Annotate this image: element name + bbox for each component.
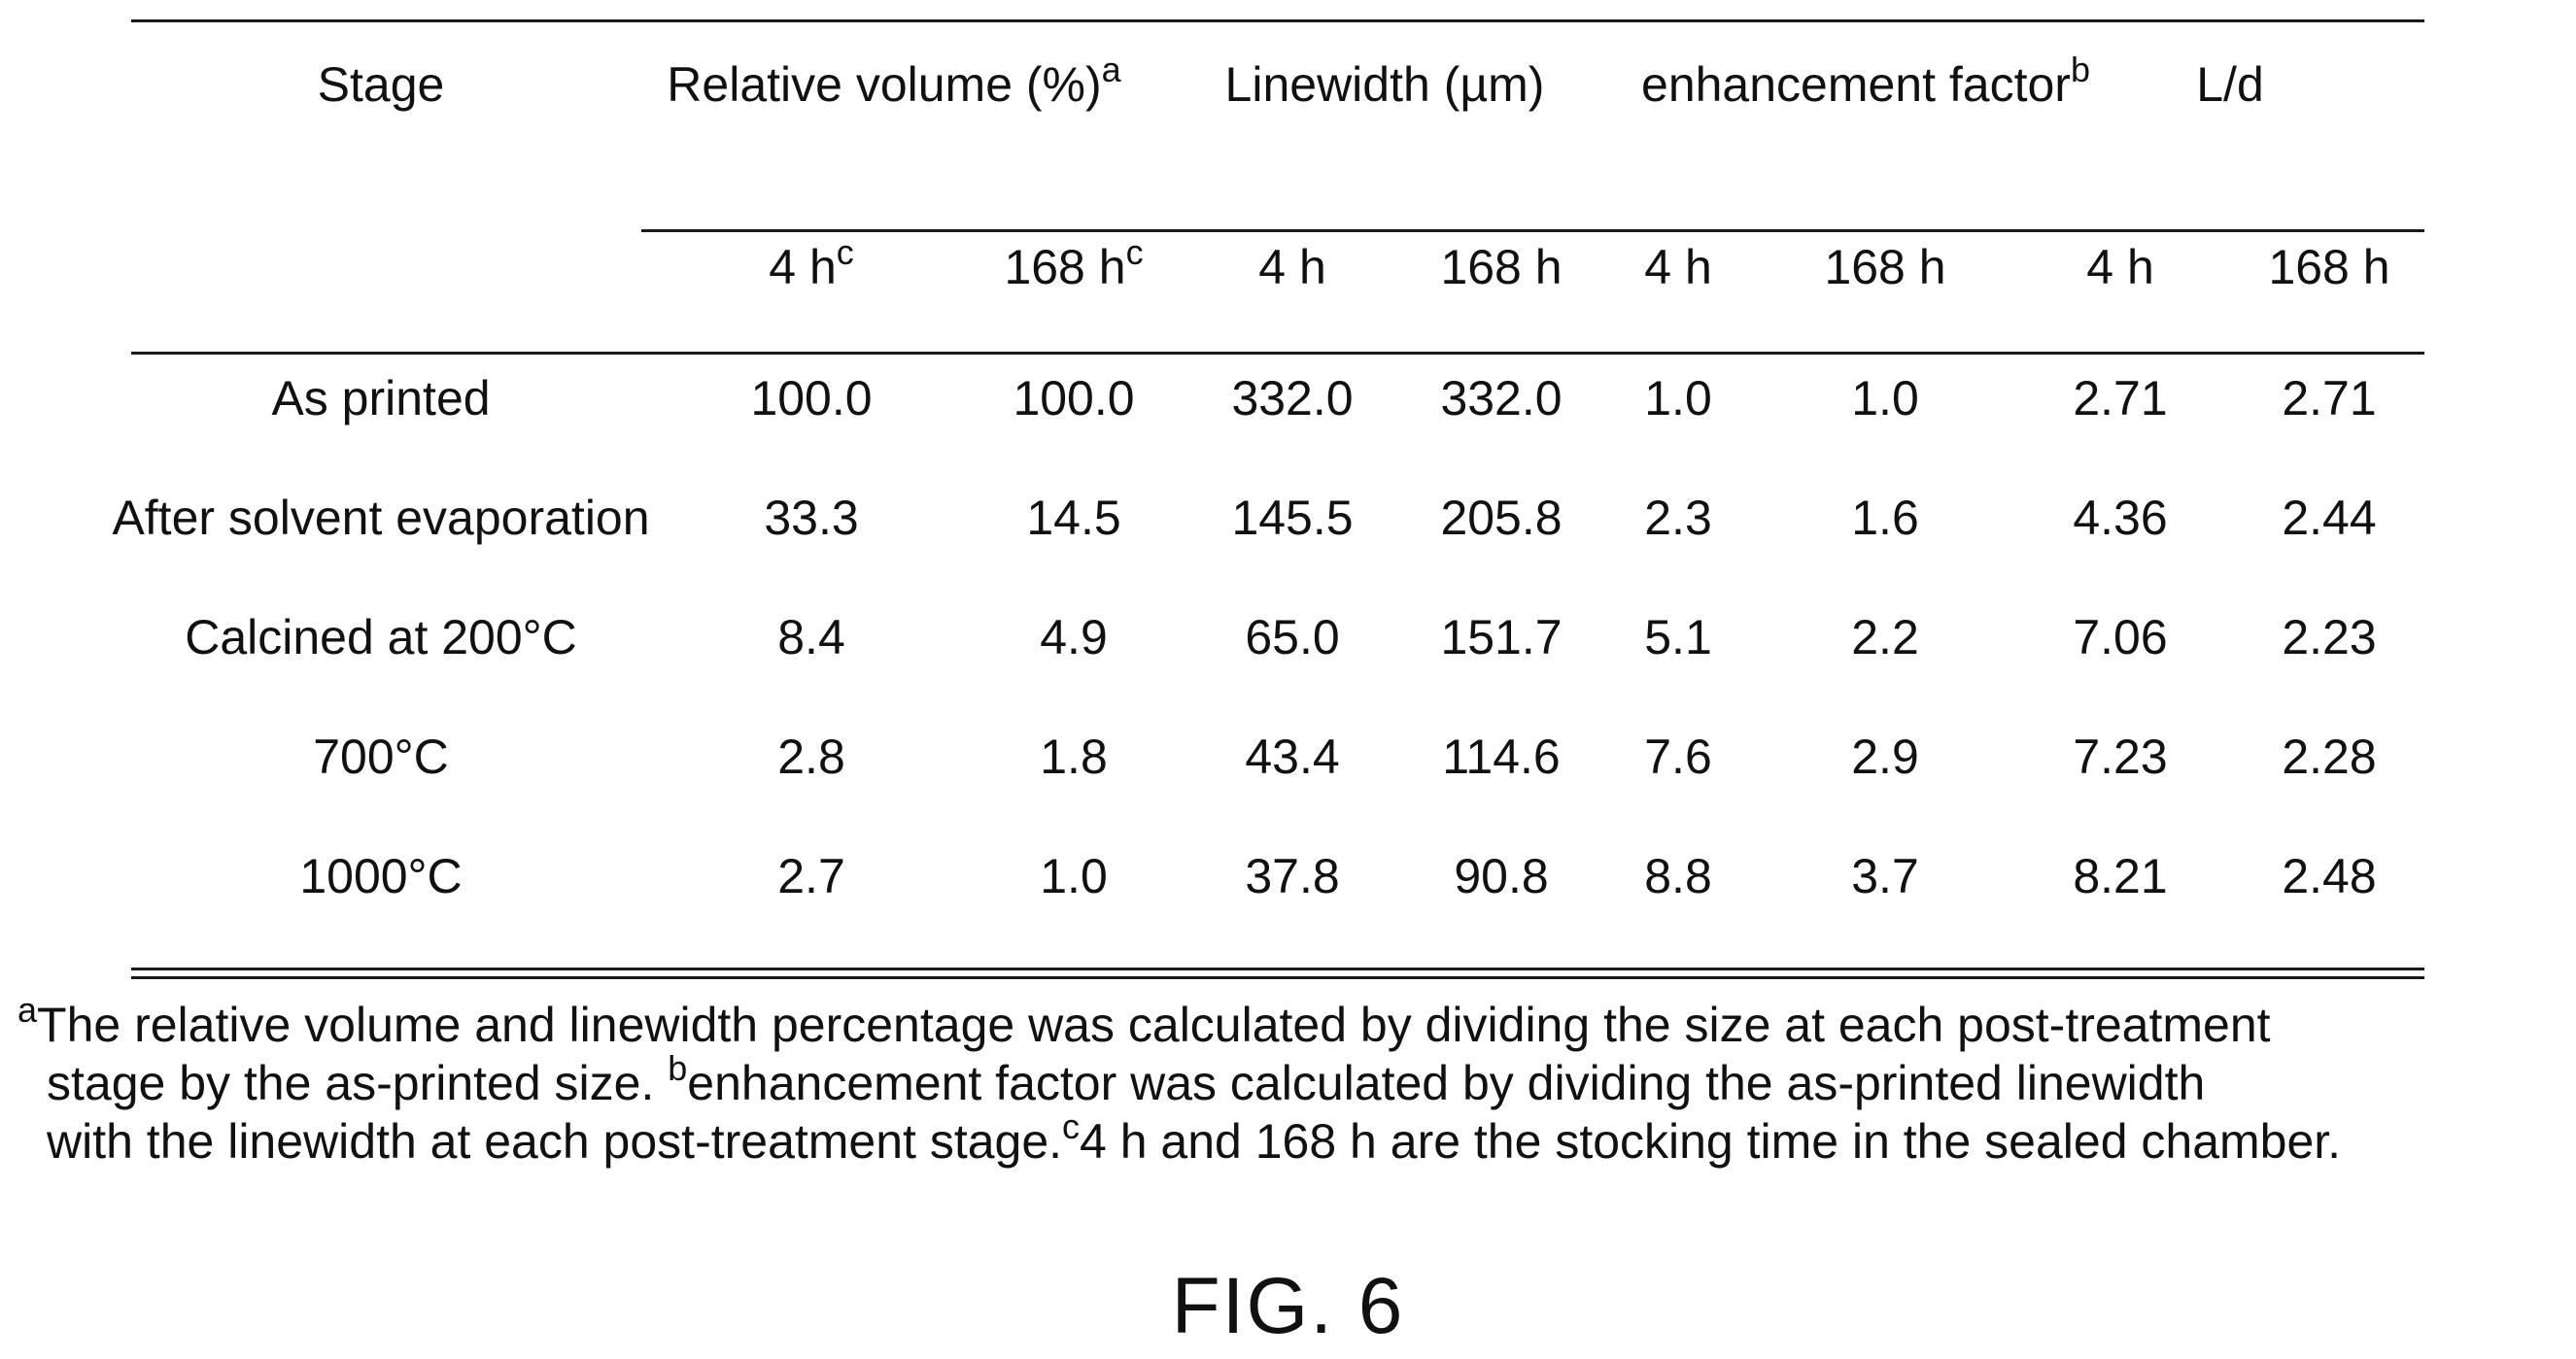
table-cell: 3.7	[1851, 849, 1919, 903]
footnote-mark-c: c	[836, 232, 854, 272]
header-relative-volume: Relative volume (%)a	[667, 50, 1121, 113]
footnote-line-2: stage by the as-printed size. benhanceme…	[47, 1048, 2206, 1111]
table-cell: 7.6	[1644, 730, 1712, 784]
table-cell: 205.8	[1440, 491, 1563, 545]
subheader-relvol-168h: 168 hc	[1004, 232, 1144, 295]
table-cell: 43.4	[1245, 730, 1340, 784]
table-cell: 8.21	[2073, 849, 2168, 903]
table-cell: 2.8	[777, 730, 845, 784]
table-bottom-rule-1	[131, 968, 2424, 970]
table-cell: 5.1	[1644, 610, 1712, 664]
header-enhancement-factor: enhancement factorb	[1641, 50, 2090, 113]
table-row-stage: As printed	[271, 371, 491, 425]
table-cell: 4.9	[1040, 610, 1108, 664]
subheader-relvol-4h: 4 hc	[769, 232, 854, 295]
table-cell: 37.8	[1245, 849, 1340, 903]
table-cell: 332.0	[1231, 371, 1354, 425]
footnote-mark-c: c	[1125, 232, 1144, 272]
footnote-mark-a: a	[17, 990, 38, 1030]
subheader-linewidth-4h: 4 h	[1258, 240, 1326, 294]
table-cell: 1.0	[1040, 849, 1108, 903]
subheader-ld-168h: 168 h	[2268, 240, 2390, 294]
header-ld: L/d	[2196, 57, 2264, 112]
footnote-line-3: with the linewidth at each post-treatmen…	[47, 1106, 2342, 1170]
header-bottom-rule	[131, 352, 2424, 355]
table-cell: 1.0	[1644, 371, 1712, 425]
table-cell: 14.5	[1026, 491, 1121, 545]
header-linewidth: Linewidth (µm)	[1224, 57, 1545, 112]
table-cell: 7.23	[2073, 730, 2168, 784]
table-row-stage: After solvent evaporation	[112, 491, 650, 545]
header-stage: Stage	[317, 57, 445, 112]
subheader-ld-4h: 4 h	[2086, 240, 2154, 294]
table-footnotes: aThe relative volume and linewidth perce…	[17, 990, 2563, 1171]
table-bottom-rule-2	[131, 976, 2424, 979]
table-cell: 2.44	[2282, 491, 2377, 545]
subheader-enhancement-4h: 4 h	[1644, 240, 1712, 294]
table-cell: 100.0	[1013, 371, 1135, 425]
table-cell: 7.06	[2073, 610, 2168, 664]
table-row-stage: 1000°C	[299, 849, 463, 903]
table-cell: 2.2	[1851, 610, 1919, 664]
table-cell: 2.48	[2282, 849, 2377, 903]
table-cell: 2.3	[1644, 491, 1712, 545]
table-row-stage: Calcined at 200°C	[185, 610, 577, 664]
table-top-rule	[131, 19, 2424, 22]
table-cell: 2.71	[2282, 371, 2377, 425]
footnote-mark-b: b	[2070, 50, 2090, 89]
table-row-stage: 700°C	[313, 730, 449, 784]
table-cell: 2.7	[777, 849, 845, 903]
footnote-mark-a: a	[1101, 50, 1121, 89]
table-cell: 2.9	[1851, 730, 1919, 784]
table-cell: 90.8	[1454, 849, 1549, 903]
table-cell: 33.3	[764, 491, 859, 545]
table-cell: 2.23	[2282, 610, 2377, 664]
table-cell: 8.4	[777, 610, 845, 664]
table-cell: 151.7	[1440, 610, 1563, 664]
table-cell: 114.6	[1442, 730, 1561, 784]
subheader-enhancement-168h: 168 h	[1824, 240, 1946, 294]
footnote-mark-b: b	[668, 1048, 688, 1088]
table-cell: 65.0	[1245, 610, 1340, 664]
table-cell: 1.0	[1851, 371, 1919, 425]
footnote-line-1: aThe relative volume and linewidth perce…	[17, 990, 2271, 1053]
table-cell: 332.0	[1440, 371, 1563, 425]
figure-label: FIG. 6	[1171, 1262, 1405, 1350]
table-cell: 8.8	[1644, 849, 1712, 903]
table-cell: 1.8	[1040, 730, 1108, 784]
table-cell: 4.36	[2073, 491, 2168, 545]
table-cell: 1.6	[1851, 491, 1919, 545]
subheader-linewidth-168h: 168 h	[1440, 240, 1563, 294]
footnote-mark-c: c	[1062, 1106, 1081, 1146]
table-cell: 2.28	[2282, 730, 2377, 784]
table-cell: 145.5	[1231, 491, 1354, 545]
table-cell: 100.0	[750, 371, 873, 425]
subheader-rule	[641, 229, 2424, 232]
table-cell: 2.71	[2073, 371, 2168, 425]
